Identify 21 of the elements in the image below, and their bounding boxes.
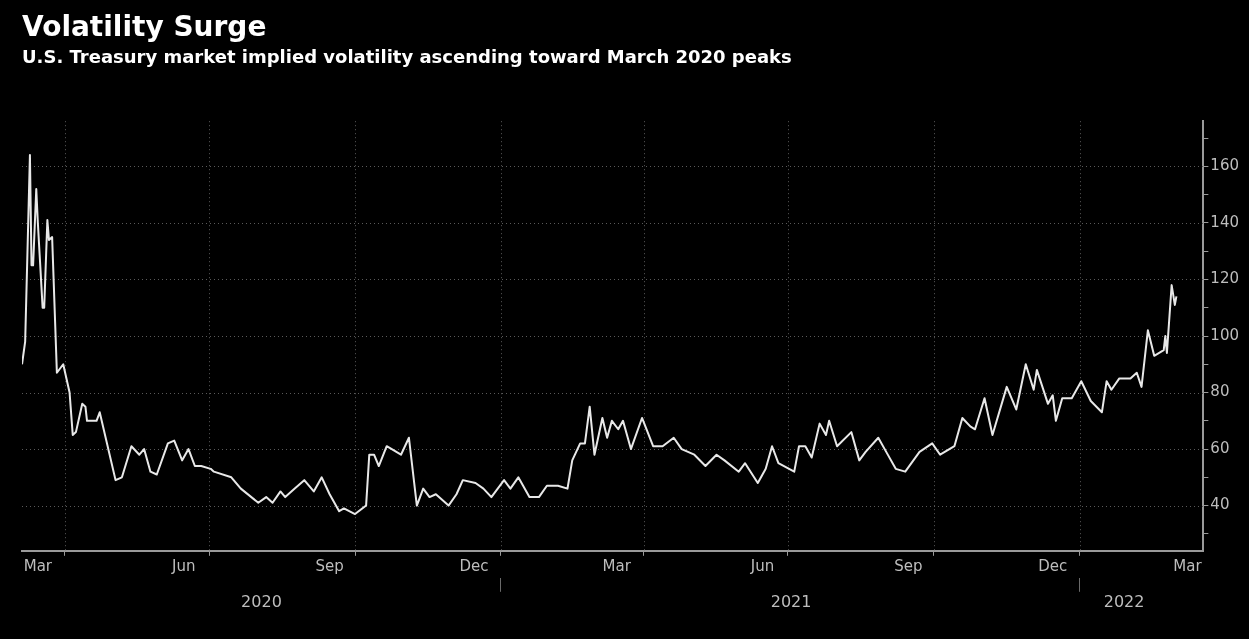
y-tick-label: 140: [1210, 212, 1240, 231]
y-tick-label: 160: [1210, 156, 1240, 175]
x-tick-label: Sep: [315, 556, 344, 575]
x-tick-label: Mar: [1173, 556, 1203, 575]
y-tick-label: 60: [1210, 438, 1230, 457]
x-tick-label: Jun: [749, 556, 775, 575]
chart-title: Volatility Surge: [22, 10, 267, 44]
chart-subtitle: U.S. Treasury market implied volatility ascending toward March 2020 peaks: [22, 46, 792, 68]
x2-tick-label: 2021: [770, 591, 812, 611]
x2-tick-label: 2020: [241, 591, 282, 611]
x-tick-label: Sep: [894, 556, 923, 575]
y-tick-label: 100: [1210, 325, 1240, 344]
x-tick-label: Mar: [23, 556, 53, 575]
y-tick-label: 120: [1210, 269, 1240, 288]
x-tick-label: Jun: [171, 556, 196, 575]
x-tick-label: Mar: [602, 556, 632, 575]
x2-tick-label: 2022: [1103, 591, 1145, 611]
x-tick-label: Dec: [459, 556, 489, 575]
y-tick-label: 80: [1210, 382, 1230, 401]
x-tick-label: Dec: [1038, 556, 1068, 575]
y-tick-label: 40: [1210, 495, 1230, 514]
